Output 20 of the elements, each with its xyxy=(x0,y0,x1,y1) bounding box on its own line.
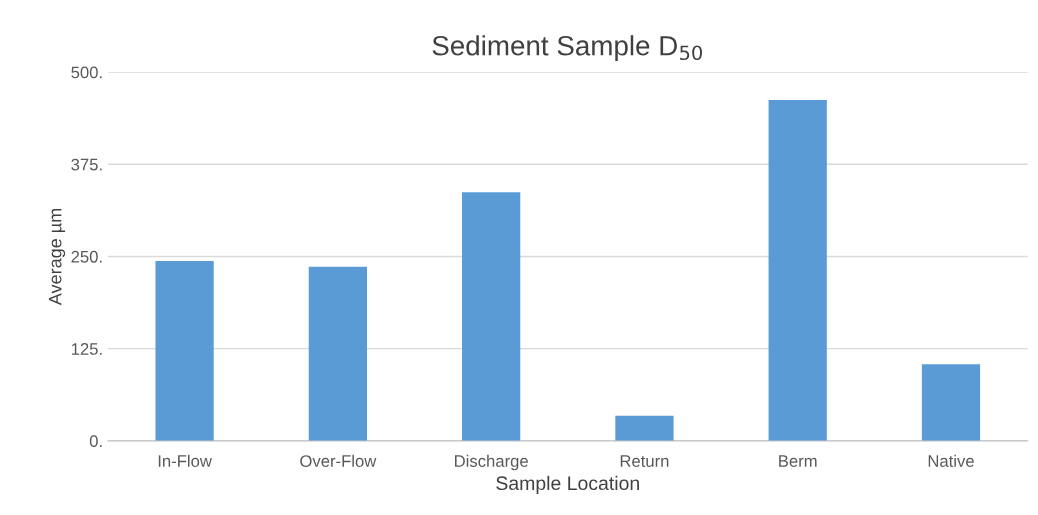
y-tick-label: 250. xyxy=(71,250,102,263)
x-tick-label: Native xyxy=(928,454,974,467)
y-tick-label: 125. xyxy=(71,343,102,355)
x-tick-label: Over-Flow xyxy=(300,454,377,467)
x-axis-title: Sample Location xyxy=(496,475,639,494)
x-tick-label: Berm xyxy=(779,455,817,467)
chart-title: Sediment Sample D$_{50}$ xyxy=(432,35,703,62)
x-tick-label: Return xyxy=(620,455,669,467)
bar xyxy=(615,415,674,441)
x-tick-label: Discharge xyxy=(455,454,528,471)
bar xyxy=(921,364,981,441)
bar xyxy=(308,266,367,441)
bar xyxy=(155,260,214,441)
y-tick-label: 375. xyxy=(71,158,102,171)
x-tick-label: In-Flow xyxy=(158,454,212,467)
bar xyxy=(768,100,827,441)
y-tick-label: 500. xyxy=(71,66,102,79)
y-axis-title: Average µm xyxy=(48,208,66,306)
y-tick-label: 0. xyxy=(89,435,102,448)
bar xyxy=(462,192,521,441)
